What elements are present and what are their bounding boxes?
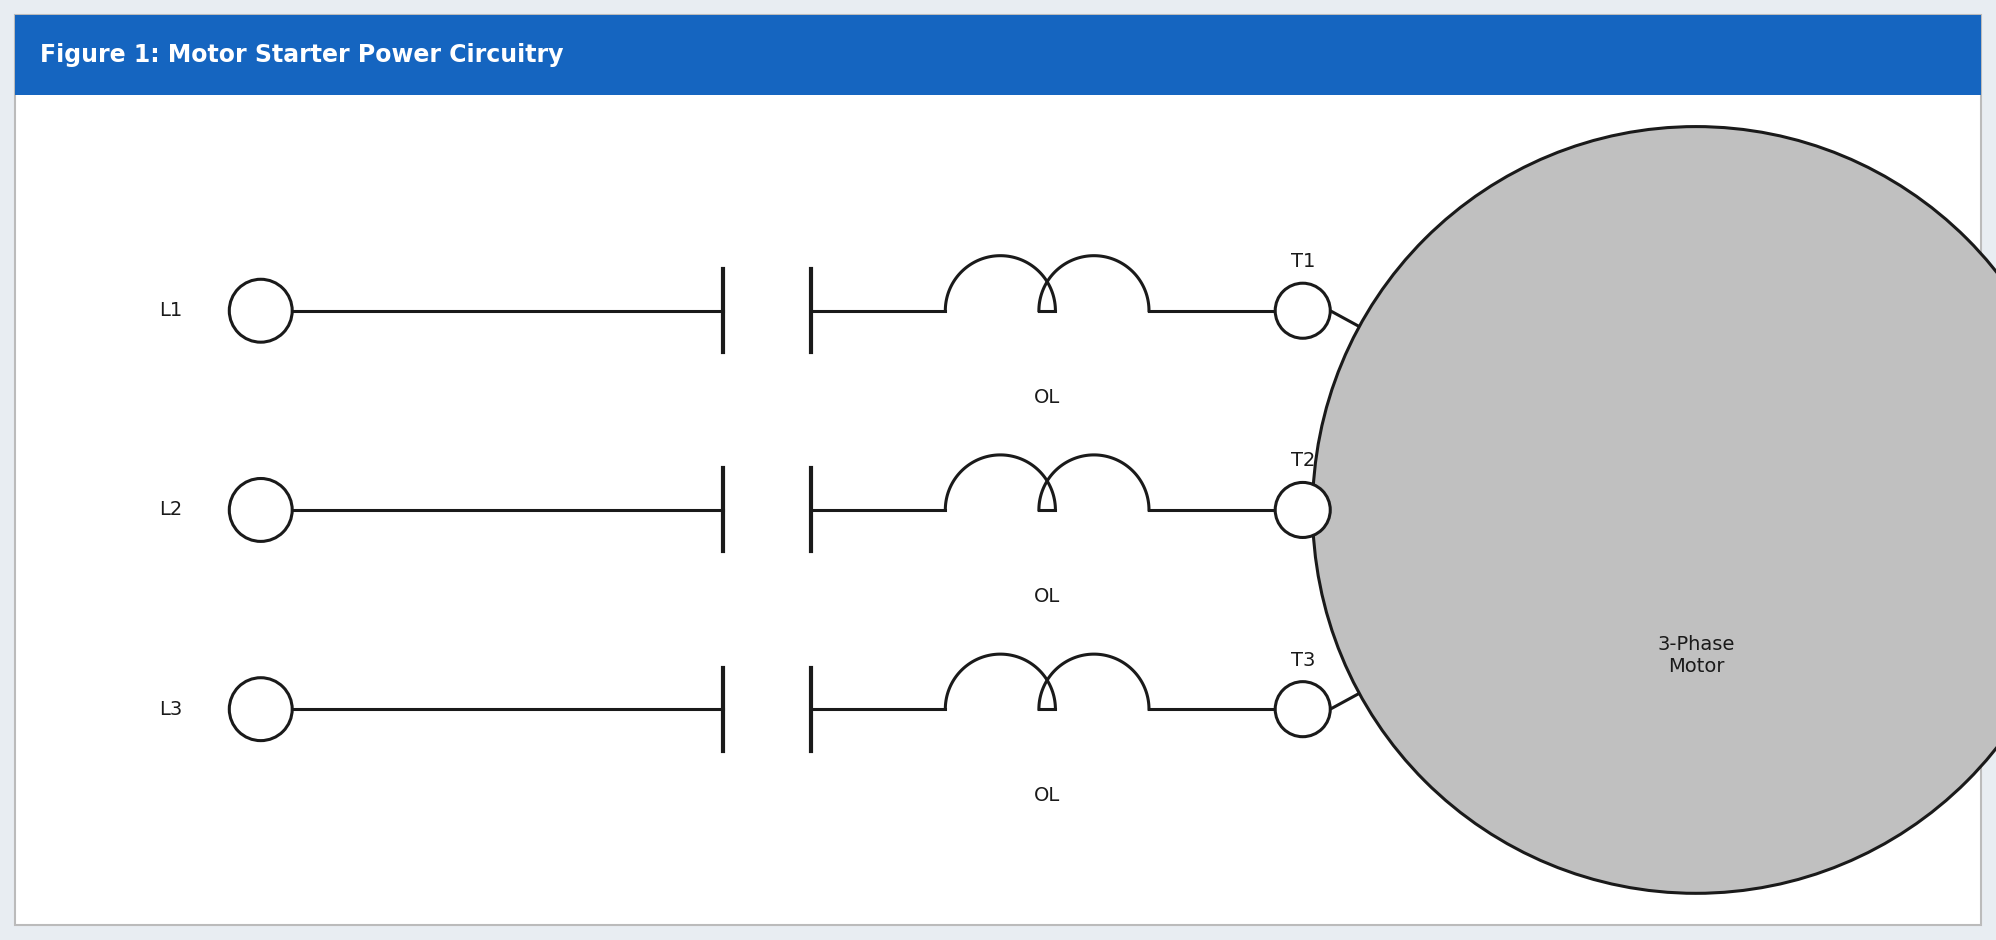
Text: T3: T3 (1291, 650, 1315, 669)
Circle shape (1275, 283, 1329, 338)
Text: OL: OL (1034, 587, 1060, 606)
Text: T1: T1 (1291, 252, 1315, 272)
Text: Figure 1: Motor Starter Power Circuitry: Figure 1: Motor Starter Power Circuitry (40, 43, 563, 67)
Text: OL: OL (1034, 786, 1060, 806)
Text: L3: L3 (160, 699, 182, 719)
Circle shape (1313, 127, 1996, 893)
Text: L1: L1 (160, 301, 182, 321)
Text: 3-Phase
Motor: 3-Phase Motor (1657, 635, 1735, 676)
Circle shape (230, 678, 291, 741)
Bar (16, 15, 1980, 95)
Circle shape (230, 478, 291, 541)
Text: L2: L2 (160, 500, 182, 520)
Circle shape (1275, 682, 1329, 737)
Circle shape (1275, 482, 1329, 538)
Text: OL: OL (1034, 388, 1060, 407)
Circle shape (230, 279, 291, 342)
Text: T2: T2 (1291, 451, 1315, 470)
